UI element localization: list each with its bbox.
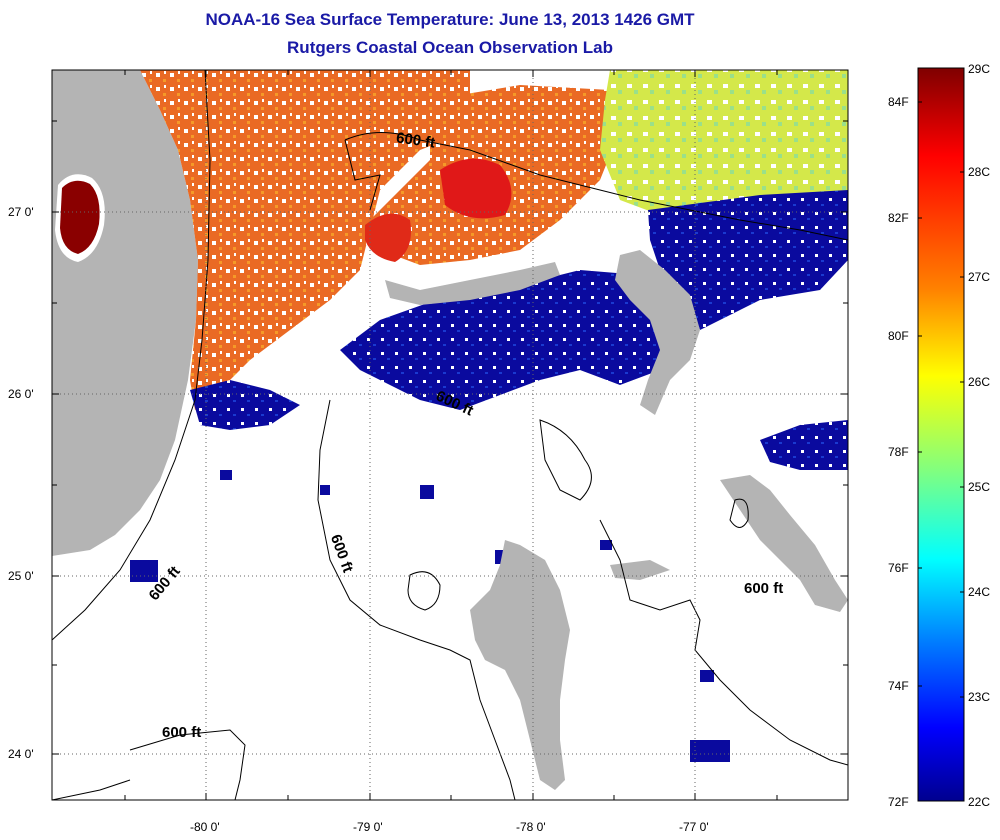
colorbar-celsius-label: 27C (968, 270, 991, 284)
lat-tick-label: 27 0' (8, 205, 34, 219)
andros-island (470, 540, 570, 790)
colorbar-celsius-label: 29C (968, 62, 991, 76)
bathymetry-contours (52, 70, 848, 800)
tick-marks (52, 70, 848, 800)
contour-label: 600 ft (162, 724, 202, 741)
colorbar-ticks (918, 101, 964, 698)
colorbar-celsius-label: 23C (968, 690, 991, 704)
colorbar-celsius-label: 25C (968, 480, 991, 494)
colorbar-fahrenheit-label: 84F (888, 95, 909, 109)
lon-tick-label: -78 0' (516, 820, 546, 834)
colorbar-fahrenheit-label: 82F (888, 211, 909, 225)
map-title: NOAA-16 Sea Surface Temperature: June 13… (205, 10, 695, 29)
colorbar-fahrenheit-label: 74F (888, 679, 909, 693)
warm-sst-region (140, 70, 470, 410)
cool-sst-region (648, 190, 848, 330)
lon-tick-label: -79 0' (353, 820, 383, 834)
colorbar-celsius-label: 24C (968, 585, 991, 599)
colorbar-fahrenheit-label: 78F (888, 445, 909, 459)
abaco-island (615, 250, 700, 415)
plot-frame (51, 69, 849, 801)
colorbar-celsius-label: 28C (968, 165, 991, 179)
lat-tick-label: 26 0' (8, 387, 34, 401)
grand-bahama-island (385, 262, 560, 305)
grid-lines (52, 70, 848, 800)
colorbar-celsius-label: 26C (968, 375, 991, 389)
colorbar-fahrenheit-label: 80F (888, 329, 909, 343)
colorbar-fahrenheit-label: 76F (888, 561, 909, 575)
lat-tick-label: 25 0' (8, 569, 34, 583)
map-plot-area (52, 70, 848, 800)
lon-tick-label: -80 0' (190, 820, 220, 834)
colorbar-fahrenheit-label: 72F (888, 795, 909, 809)
contour-label: 600 ft (744, 580, 784, 597)
lat-tick-label: 24 0' (8, 747, 34, 761)
map-subtitle: Rutgers Coastal Ocean Observation Lab (287, 38, 613, 57)
lon-tick-label: -77 0' (679, 820, 709, 834)
colorbar (917, 67, 965, 802)
mid-sst-region (600, 70, 848, 215)
colorbar-celsius-label: 22C (968, 795, 991, 809)
eleuthera-island (720, 475, 848, 612)
lake-okeechobee (60, 180, 100, 254)
